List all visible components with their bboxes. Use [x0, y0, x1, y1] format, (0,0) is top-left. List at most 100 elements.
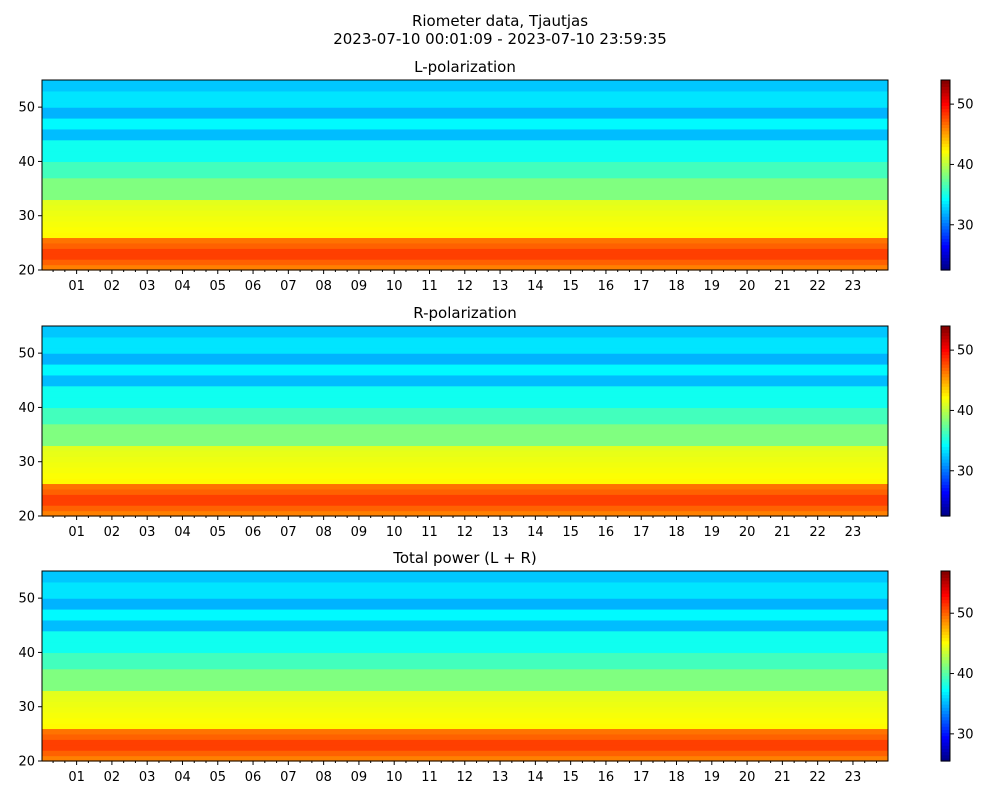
heatmap-band [42, 733, 888, 740]
colorbar-cell [941, 266, 950, 271]
heatmap-band [42, 145, 888, 152]
colorbar-frame [940, 325, 951, 517]
colorbar-cell [941, 503, 950, 508]
colorbar-cell [941, 662, 950, 667]
colorbar-cell [941, 672, 950, 677]
colorbar-cell [941, 257, 950, 262]
colorbar-cell [941, 484, 950, 489]
colorbar-cell [941, 408, 950, 413]
colorbar-cell [941, 738, 950, 743]
colorbar-cell [941, 159, 950, 163]
colorbar-cell [941, 723, 950, 727]
colorbar-cell [941, 618, 950, 623]
x-tick-label: 22 [809, 525, 826, 540]
x-tick-label: 01 [68, 279, 85, 294]
colorbar-cell [941, 89, 950, 94]
x-tick-label: 02 [104, 525, 121, 540]
colorbar-cell [941, 341, 950, 346]
colorbar-cell [941, 348, 950, 352]
heatmap-band [42, 150, 888, 157]
colorbar-cell [941, 443, 950, 447]
colorbar-cell [941, 615, 950, 620]
colorbar-cell [941, 111, 950, 116]
x-tick-label: 12 [457, 525, 474, 540]
x-tick-label: 11 [421, 279, 438, 294]
colorbar-cell [941, 586, 950, 591]
heatmap-band [42, 598, 888, 605]
x-tick-label: 15 [562, 770, 579, 785]
heatmap-band [42, 248, 888, 255]
colorbar-cell [941, 146, 950, 151]
heatmap-band [42, 96, 888, 103]
colorbar-tick-label: 30 [957, 727, 974, 742]
colorbar-cell [941, 411, 950, 416]
heatmap-band [42, 101, 888, 108]
heatmap-band [42, 112, 888, 119]
heatmap-band [42, 499, 888, 506]
heatmap-band [42, 107, 888, 114]
y-tick-label: 30 [18, 209, 35, 224]
colorbar-cell [941, 332, 950, 337]
colorbar-cell [941, 424, 950, 428]
colorbar-cell [941, 335, 950, 340]
colorbar-cell [941, 487, 950, 492]
heatmap-band [42, 369, 888, 376]
colorbar-cell [941, 168, 950, 173]
heatmap-band [42, 204, 888, 211]
y-tick-label: 40 [18, 401, 35, 416]
colorbar-cell [941, 165, 950, 170]
heatmap-band [42, 188, 888, 195]
x-tick-label: 10 [386, 279, 403, 294]
colorbar-cell [941, 395, 950, 400]
colorbar-cell [941, 433, 950, 438]
heatmap-band [42, 374, 888, 381]
colorbar-cell [941, 254, 950, 258]
heatmap-band [42, 429, 888, 436]
colorbar-cell [941, 512, 950, 517]
heatmap-band [42, 418, 888, 425]
heatmap-band [42, 614, 888, 621]
colorbar-cell [941, 700, 950, 705]
colorbar-tick-label: 30 [957, 218, 974, 233]
colorbar-cell [941, 634, 950, 639]
colorbar-cell [941, 181, 950, 186]
x-tick-label: 03 [139, 770, 156, 785]
colorbar-cell [941, 209, 950, 214]
colorbar-cell [941, 200, 950, 205]
colorbar-cell [941, 329, 950, 333]
colorbar-cell [941, 748, 950, 753]
colorbar-cell [941, 241, 950, 246]
colorbar-cell [941, 351, 950, 356]
colorbar-cell [941, 697, 950, 702]
colorbar-cell [941, 593, 950, 597]
colorbar-frame [940, 79, 951, 271]
x-tick-label: 14 [527, 525, 544, 540]
heatmap-band [42, 647, 888, 654]
colorbar-cell [941, 105, 950, 110]
x-tick-label: 10 [386, 525, 403, 540]
heatmap-band [42, 166, 888, 173]
heatmap-band [42, 440, 888, 447]
x-tick-label: 08 [315, 525, 332, 540]
colorbar-cell [941, 83, 950, 87]
heatmap-band [42, 385, 888, 392]
colorbar-cell [941, 707, 950, 711]
colorbar-cell [941, 452, 950, 457]
colorbar-cell [941, 590, 950, 594]
x-tick-label: 12 [457, 770, 474, 785]
colorbar-cell [941, 599, 950, 604]
heatmap-band [42, 210, 888, 217]
colorbar-cell [941, 156, 950, 160]
colorbar-cell [941, 376, 950, 381]
x-tick-label: 05 [209, 279, 226, 294]
colorbar-cell [941, 459, 950, 463]
x-tick-label: 19 [704, 279, 721, 294]
colorbar-cell [941, 621, 950, 626]
colorbar-cell [941, 462, 950, 466]
colorbar-cell [941, 493, 950, 498]
x-tick-label: 14 [527, 279, 544, 294]
heatmap-band [42, 461, 888, 468]
heatmap-band [42, 172, 888, 179]
colorbar-cell [941, 102, 950, 106]
